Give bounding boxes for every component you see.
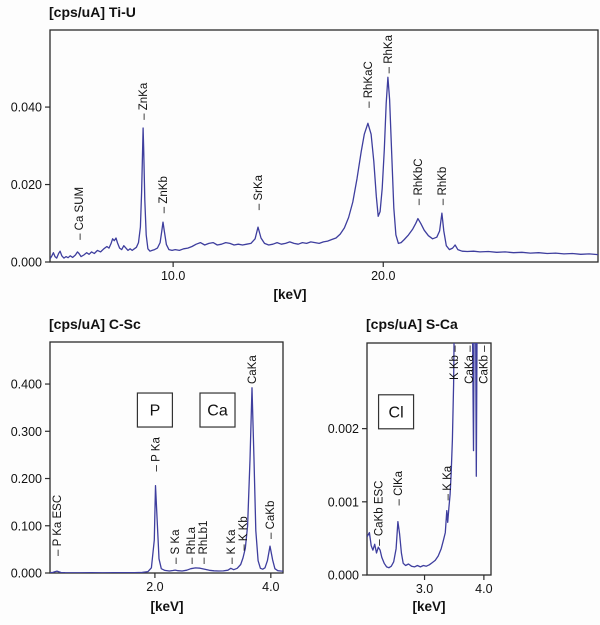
peak-label-rhkac: – RhKaC [363, 61, 375, 108]
chart-title-ti-u: [cps/uA] Ti-U [49, 4, 136, 20]
x-axis-label-kev-ti-u: [keV] [273, 287, 307, 302]
element-box-cl [377, 394, 415, 430]
x-tick-label-c-sc: 4.0 [262, 580, 279, 594]
peak-label-rhkbc: – RhKbC [413, 158, 425, 205]
peak-label-k-ka: – K Ka [226, 529, 238, 564]
peak-label-ca-sum: – Ca SUM [74, 187, 86, 240]
peak-label-srka: – SrKa [253, 174, 265, 210]
peak-label-p-ka: – P Ka [150, 437, 162, 472]
plot-border-s-ca [366, 342, 492, 576]
y-tick-label-s-ca: 0.000 [328, 569, 359, 583]
spectrum-curve-s-ca [367, 343, 478, 569]
spectrum-curve-c-sc [50, 387, 283, 573]
x-tick-label-s-ca: 4.0 [475, 582, 492, 596]
y-tick-label-s-ca: 0.001 [328, 495, 359, 509]
element-box-label-cl: Cl [389, 404, 404, 421]
peak-label-k-kb: – K Kb [238, 516, 250, 551]
element-box-label-ca: Ca [207, 403, 228, 420]
y-tick-label-c-sc: 0.100 [11, 519, 42, 533]
element-box-p [136, 392, 174, 428]
plot-border-ti-u [49, 29, 599, 263]
y-tick-label-ti-u: 0.040 [11, 101, 42, 115]
peak-label-k-ka: – K Ka [442, 465, 454, 500]
y-tick-label-c-sc: 0.000 [11, 567, 42, 581]
spectrum-curve-ti-u [50, 76, 598, 260]
peak-label-s-ka: – S Ka [170, 529, 182, 564]
chart-title-c-sc: [cps/uA] C-Sc [49, 316, 141, 332]
peak-label-cakb-esc: – CaKb ESC [373, 481, 385, 546]
peak-label-rhka: – RhKa [383, 34, 395, 73]
x-axis-label-kev-c-sc: [keV] [150, 599, 184, 614]
y-tick-label-s-ca: 0.002 [328, 422, 359, 436]
y-tick-label-c-sc: 0.400 [11, 378, 42, 392]
peak-label-rhkb: – RhKb [437, 167, 449, 205]
y-tick-label-c-sc: 0.200 [11, 472, 42, 486]
x-tick-label-c-sc: 2.0 [146, 580, 163, 594]
chart-title-s-ca: [cps/uA] S-Ca [366, 316, 458, 332]
y-tick-label-ti-u: 0.020 [11, 178, 42, 192]
peak-label-caka: CaKa [247, 355, 259, 384]
peak-label-p-ka-esc: – P Ka ESC [52, 495, 64, 556]
peak-label-rhla: – RhLa [186, 526, 198, 564]
peak-label-rhlb1: – RhLb1 [198, 521, 210, 564]
y-tick-label-ti-u: 0.000 [11, 256, 42, 270]
peak-label-cakb: – CaKb [265, 501, 277, 539]
peak-label-caka: CaKa – [464, 345, 476, 384]
plot-border-c-sc [49, 341, 284, 574]
peak-label-cakb: CaKb – [478, 345, 490, 384]
x-tick-label-s-ca: 3.0 [416, 582, 433, 596]
x-axis-label-kev-s-ca: [keV] [412, 599, 446, 614]
y-tick-label-c-sc: 0.300 [11, 425, 42, 439]
x-tick-label-ti-u: 20.0 [371, 269, 395, 283]
peak-label-znka: – ZnKa [138, 82, 150, 120]
peak-label-k-kb: K Kb – [449, 345, 461, 380]
element-box-ca [199, 392, 236, 428]
peak-label-znkb: – ZnKb [158, 176, 170, 213]
peak-label-clka: – ClKa [393, 470, 405, 505]
x-tick-label-ti-u: 10.0 [161, 269, 185, 283]
element-box-label-p: P [150, 403, 161, 420]
